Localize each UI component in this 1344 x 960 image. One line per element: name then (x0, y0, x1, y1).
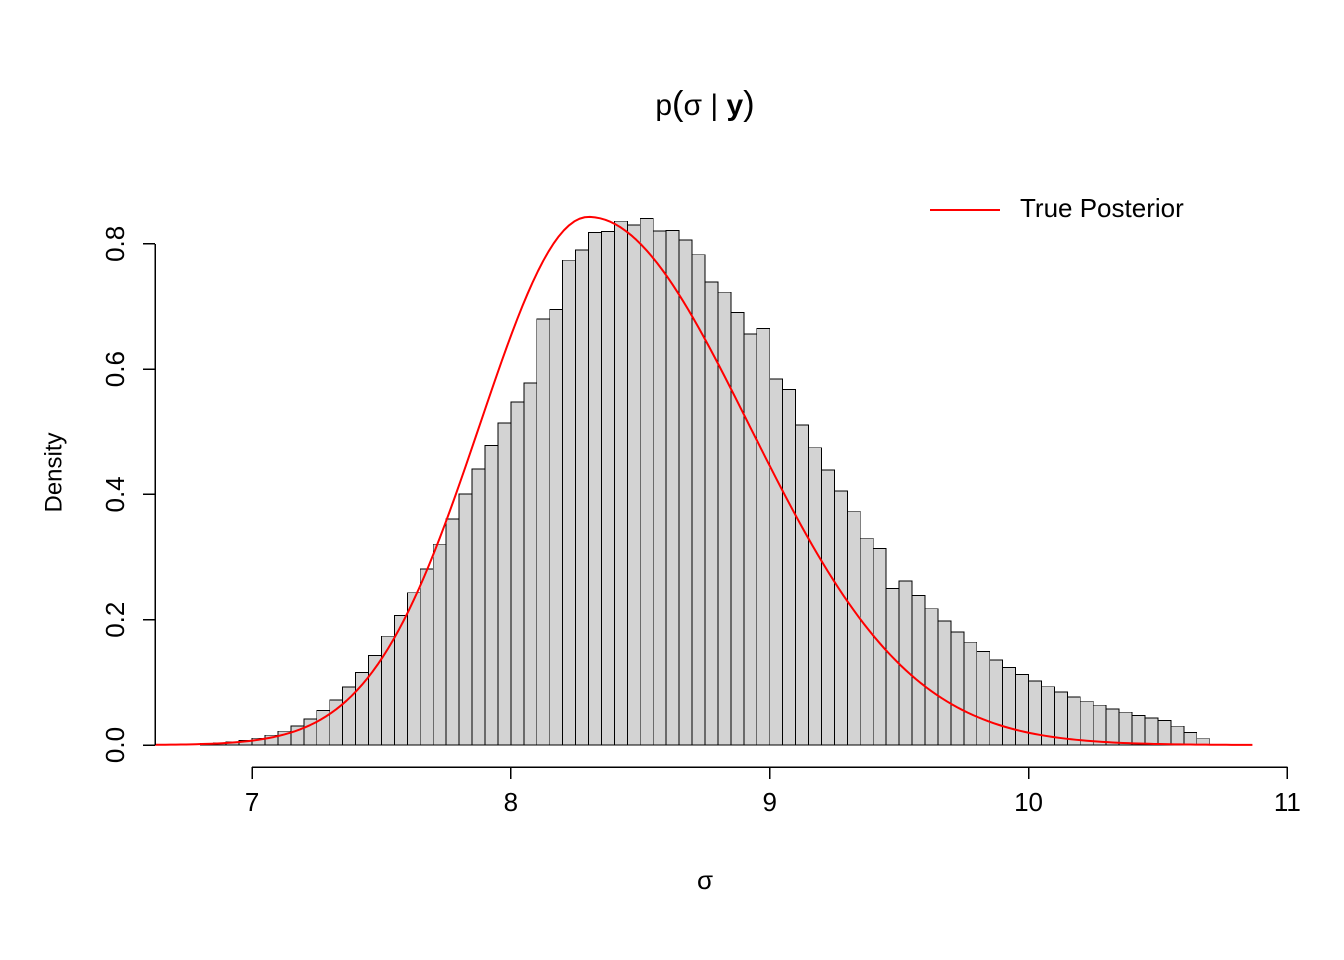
y-tick-label: 0.4 (100, 476, 130, 512)
histogram-bar (809, 448, 822, 745)
histogram-bar (420, 569, 433, 745)
chart-svg: 0.0 0.2 0.4 0.6 0.8 7 8 9 10 11 σ Density p(σ | y) Tr… (0, 0, 1344, 960)
y-tick-label: 0.2 (100, 602, 130, 638)
histogram-bar (1184, 732, 1197, 745)
histogram-bar (407, 593, 420, 745)
x-tick-label: 7 (245, 787, 259, 817)
histogram-bar (1119, 712, 1132, 745)
histogram-bar (757, 328, 770, 745)
y-tick-label: 0.8 (100, 226, 130, 262)
x-tick-label: 9 (762, 787, 776, 817)
histogram-bar (537, 319, 550, 745)
histogram-bar (990, 660, 1003, 745)
chart-title: p(σ | y) (655, 85, 754, 123)
histogram-bar (433, 544, 446, 745)
histogram-bar (834, 491, 847, 745)
y-tick-label-group: 0.8 (100, 226, 130, 262)
histogram-bar (886, 588, 899, 745)
histogram-bar (1093, 705, 1106, 745)
y-tick-label-group: 0.0 (100, 727, 130, 763)
histogram-bar (614, 221, 627, 745)
y-tick-label: 0.0 (100, 727, 130, 763)
histogram-bar (589, 233, 602, 745)
histogram-bar (731, 312, 744, 745)
histogram-bar (951, 632, 964, 745)
x-tick-label: 11 (1274, 787, 1301, 817)
histogram-bar (1145, 718, 1158, 745)
histogram-bar (653, 231, 666, 745)
histogram-bar (1106, 709, 1119, 745)
histogram-bar (576, 250, 589, 745)
histogram-bar (783, 389, 796, 745)
histogram-bar (912, 596, 925, 745)
histogram-bar (343, 687, 356, 745)
histogram-bar (550, 310, 563, 745)
histogram-bar (666, 230, 679, 745)
x-axis-label: σ (697, 865, 713, 895)
histogram-bar (847, 511, 860, 745)
histogram-bar (977, 651, 990, 745)
histogram-bar (1132, 715, 1145, 745)
histogram-bar (498, 423, 511, 745)
histogram-bar (964, 642, 977, 745)
histogram-bar (821, 470, 834, 745)
y-tick-label: 0.6 (100, 351, 130, 387)
histogram-bar (627, 225, 640, 745)
y-tick-label-group: 0.2 (100, 602, 130, 638)
y-tick-label-group: 0.6 (100, 351, 130, 387)
histogram-bar (381, 636, 394, 745)
y-tick-label-group: 0.4 (100, 476, 130, 512)
histogram-bar (1067, 697, 1080, 745)
histogram-bar (796, 425, 809, 745)
histogram-bar (1080, 701, 1093, 745)
histogram-bar (925, 609, 938, 745)
histogram-bar (873, 548, 886, 745)
histogram-bar (563, 260, 576, 745)
x-tick-label: 10 (1014, 787, 1043, 817)
x-tick-label: 8 (504, 787, 518, 817)
histogram-bar (1171, 726, 1184, 745)
histogram-bar (1158, 721, 1171, 745)
histogram-bar (718, 292, 731, 745)
histogram-bar (446, 519, 459, 745)
y-axis-label: Density (40, 432, 67, 512)
histogram-bar (744, 334, 757, 745)
y-axis-label-group: Density (40, 432, 67, 512)
histogram-bar (640, 219, 653, 745)
histogram-bar (899, 581, 912, 745)
histogram-bar (524, 383, 537, 745)
histogram-bar (938, 621, 951, 745)
histogram-bar (472, 469, 485, 745)
histogram-bar (679, 240, 692, 745)
legend-label: True Posterior (1020, 193, 1184, 223)
histogram-bar (1003, 668, 1016, 745)
histogram-bar (860, 538, 873, 745)
histogram-bar (485, 445, 498, 745)
posterior-density-chart: 0.0 0.2 0.4 0.6 0.8 7 8 9 10 11 σ Density p(σ | y) Tr… (0, 0, 1344, 960)
histogram-bar (459, 494, 472, 745)
histogram-bar (511, 402, 524, 745)
histogram-bar (1016, 675, 1029, 745)
histogram-bar (601, 231, 614, 745)
histogram-bar (770, 379, 783, 745)
